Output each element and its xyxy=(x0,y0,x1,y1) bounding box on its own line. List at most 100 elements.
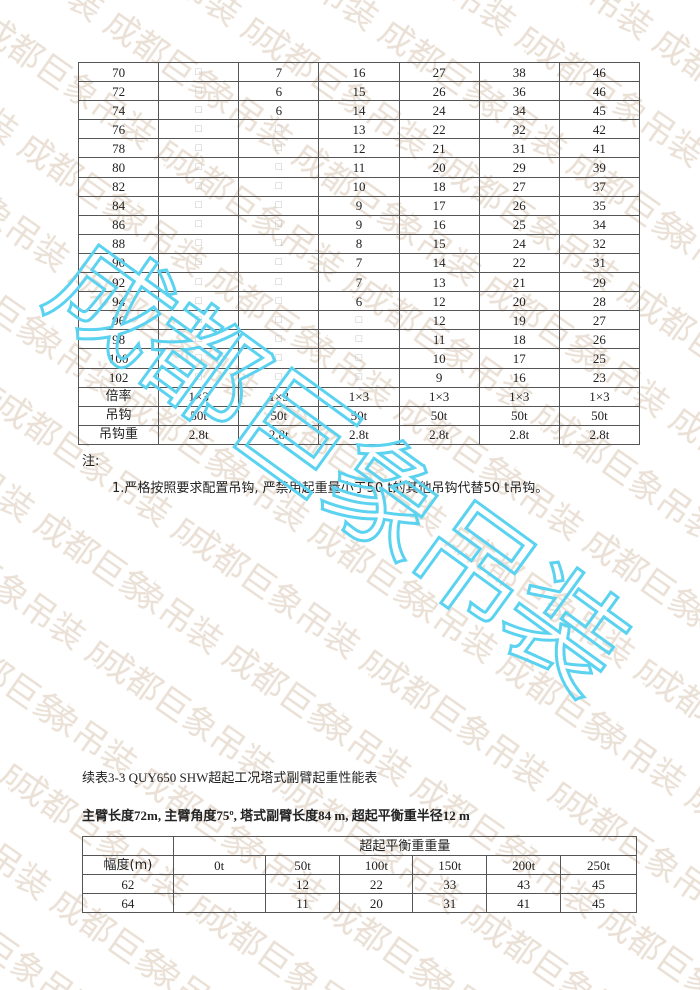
row-label-cell: 70 xyxy=(77,61,160,83)
table-cell: 22 xyxy=(478,252,560,274)
table-cell xyxy=(172,893,266,913)
table-cell xyxy=(172,874,266,894)
table-cell: 64 xyxy=(82,893,174,913)
table-cell: 20 xyxy=(339,893,414,913)
table-cell: 2.8t xyxy=(558,424,641,445)
table-cell: 50t xyxy=(558,405,641,426)
table-cell: 50t xyxy=(318,405,400,426)
table-cell: 27 xyxy=(398,61,480,83)
table-cell: 50t xyxy=(238,405,320,426)
table-cell: 12 xyxy=(318,138,400,159)
table-cell: □ xyxy=(238,157,320,178)
table-cell: 32 xyxy=(558,233,641,254)
table-row: 96 □ □ □ 12 19 27 xyxy=(77,310,641,331)
table-cell: 25 xyxy=(478,214,560,235)
table-cell: 15 xyxy=(398,233,480,254)
table-cell: 14 xyxy=(398,252,480,274)
note-label: 注: xyxy=(82,454,100,469)
table-cell: 15 xyxy=(318,81,400,102)
table-cell: □ xyxy=(158,81,240,102)
table-cell: 6 xyxy=(238,81,320,102)
table-cell: 26 xyxy=(558,329,641,350)
row-label-cell: 倍率 xyxy=(77,386,160,407)
table-cell: 23 xyxy=(558,367,641,388)
table-cell: 22 xyxy=(398,119,480,140)
table-row: 64 11 20 31 41 45 xyxy=(82,893,637,913)
table-row: 88 □ □ 8 15 24 32 xyxy=(77,233,641,254)
table-row: 62 12 22 33 43 45 xyxy=(82,874,637,894)
table-cell: 17 xyxy=(478,348,560,369)
table-cell: 6 xyxy=(318,291,400,312)
row-label-cell: 76 xyxy=(77,119,160,140)
table-cell: □ xyxy=(158,329,240,350)
table-cell: □ xyxy=(158,195,240,216)
table-cell: 25 xyxy=(558,348,641,369)
counterweight-capacity-table: 超起平衡重重量 幅度(m) 0t 50t 100t 150t 200t 250t 62 12… xyxy=(82,836,638,913)
table-cell: 18 xyxy=(398,176,480,197)
table-cell: 24 xyxy=(478,233,560,254)
table-cell: 19 xyxy=(478,310,560,331)
table-cell: 34 xyxy=(558,214,641,235)
table-cell: □ xyxy=(238,138,320,159)
table-header-row: 超起平衡重重量 xyxy=(82,836,638,856)
table-cell: 45 xyxy=(560,893,637,913)
table-row: 92 □ □ 7 13 21 29 xyxy=(77,272,641,293)
table-cell: 16 xyxy=(478,367,560,388)
table-row: 吊钩重 2.8t 2.8t 2.8t 2.8t 2.8t 2.8t xyxy=(77,424,641,445)
column-header: 100t xyxy=(339,855,414,875)
table-row: 82 □ □ 10 18 27 37 xyxy=(77,176,641,197)
table-cell: 26 xyxy=(398,81,480,102)
table-cell: 1×3 xyxy=(558,386,641,407)
table-cell: □ xyxy=(158,233,240,254)
table-cell: 9 xyxy=(398,367,480,388)
table-cell: 10 xyxy=(318,176,400,197)
row-label-cell: 吊钩重 xyxy=(77,424,160,445)
table-cell: 2.8t xyxy=(158,424,240,445)
group-header: 超起平衡重重量 xyxy=(172,836,638,856)
table-row: 76 □ □ 13 22 32 42 xyxy=(77,119,641,140)
table-cell: 1×3 xyxy=(318,386,400,407)
table-cell: 45 xyxy=(560,874,637,894)
table-cell: 11 xyxy=(264,893,341,913)
table-cell: □ xyxy=(238,233,320,254)
column-header: 150t xyxy=(412,855,488,875)
table-cell: 21 xyxy=(398,138,480,159)
table-row: 70 □ 7 16 27 38 46 xyxy=(77,61,641,83)
table-cell: 38 xyxy=(478,61,560,83)
lifting-capacity-table: 70 □ 7 16 27 38 46 72 □ 6 15 26 36 46 74 □ 6 14 24 34 45 76 □ □… xyxy=(77,61,641,445)
table-row: 72 □ 6 15 26 36 46 xyxy=(77,81,641,102)
table-cell: □ xyxy=(238,310,320,331)
row-label-cell: 96 xyxy=(77,310,160,331)
table-cell: 7 xyxy=(318,272,400,293)
table-cell: □ xyxy=(158,367,240,388)
table-row: 100 □ □ □ 10 17 25 xyxy=(77,348,641,369)
row-label-cell: 88 xyxy=(77,233,160,254)
table-cell: □ xyxy=(238,119,320,140)
row-label-cell: 78 xyxy=(77,138,160,159)
corner-cell xyxy=(82,836,174,856)
table-cell: 31 xyxy=(412,893,488,913)
table-cell: 9 xyxy=(318,195,400,216)
table-row: 98 □ □ □ 11 18 26 xyxy=(77,329,641,350)
table-cell: □ xyxy=(238,348,320,369)
table-cell: □ xyxy=(158,252,240,274)
table-cell: 12 xyxy=(264,874,341,894)
table-cell: □ xyxy=(158,214,240,235)
table-cell: 34 xyxy=(478,100,560,121)
table-cell: 18 xyxy=(478,329,560,350)
row-label-cell: 102 xyxy=(77,367,160,388)
table-cell: □ xyxy=(158,100,240,121)
row-label-cell: 90 xyxy=(77,252,160,274)
row-label-cell: 80 xyxy=(77,157,160,178)
table-cell: 9 xyxy=(318,214,400,235)
table-cell: □ xyxy=(318,310,400,331)
table-cell: □ xyxy=(158,119,240,140)
table-cell: 20 xyxy=(398,157,480,178)
row-label-cell: 84 xyxy=(77,195,160,216)
column-header: 0t xyxy=(172,855,266,875)
table-row: 86 □ □ 9 16 25 34 xyxy=(77,214,641,235)
row-label-cell: 86 xyxy=(77,214,160,235)
table-cell: 45 xyxy=(558,100,641,121)
table-cell: 2.8t xyxy=(478,424,560,445)
table-cell: 11 xyxy=(318,157,400,178)
